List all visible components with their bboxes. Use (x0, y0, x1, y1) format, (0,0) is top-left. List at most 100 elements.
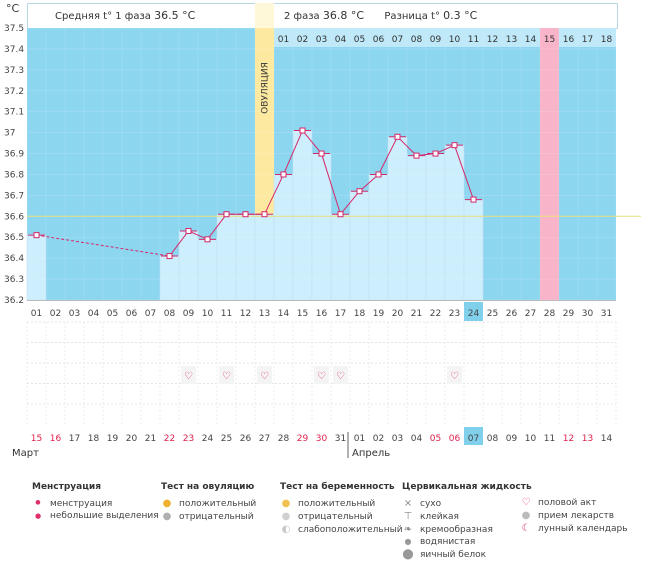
calendar-date-label: 01 (354, 434, 365, 444)
temp-line-segment (283, 130, 303, 175)
legend-menstruation-title: Менструация (32, 482, 101, 492)
temp-bar (159, 255, 180, 301)
legend-menstruation: Менструация ⚫ менструация ● небольшие выде… (32, 482, 159, 521)
temp-line-segment (378, 136, 398, 175)
phase1-value: 36.5 °C (154, 9, 196, 22)
phase2-day-label: 12 (487, 35, 498, 45)
temp-point (204, 236, 211, 243)
phase1-label: Средняя t° 1 фаза (55, 11, 151, 22)
cycle-day-label: 22 (430, 309, 441, 319)
cycle-day-label: 20 (392, 309, 404, 319)
legend-ovulation-test-title: Тест на овуляцию (161, 482, 255, 492)
temp-point (470, 196, 477, 203)
heart-cell (333, 366, 348, 384)
phase2-day-label: 06 (373, 35, 385, 45)
heart-cell (447, 366, 462, 384)
calendar-date-label: 11 (544, 434, 555, 444)
temp-line-segment (302, 130, 322, 154)
y-tick-label: 36.5 (4, 233, 24, 243)
cycle-day-label: 14 (278, 309, 290, 319)
temp-bar (463, 199, 484, 301)
phase2-day-label: 01 (278, 35, 289, 45)
y-tick-label: 37.1 (4, 108, 24, 118)
phase2-day-label: 11 (468, 35, 479, 45)
y-tick-label: 36.8 (4, 170, 24, 180)
calendar-date-label: 23 (183, 434, 194, 444)
month-label-april: Апрель (352, 448, 390, 459)
y-tick-label: 36.4 (4, 254, 24, 264)
temp-point (280, 171, 287, 178)
temp-line-segment (264, 174, 284, 215)
temp-point (242, 211, 249, 218)
y-tick-label: 37.2 (4, 87, 24, 97)
celsius-unit-label: °C (6, 2, 20, 15)
legend-spotting-item: ● небольшие выделения (32, 511, 159, 521)
temp-bar (197, 239, 218, 301)
calendar-date-label: 16 (50, 434, 62, 444)
ovulation-label: ОВУЛЯЦИЯ (261, 62, 271, 114)
pregtest-negative-icon: ● (281, 511, 291, 522)
calendar-date-label: 20 (126, 434, 138, 444)
temp-bar (292, 130, 313, 301)
calendar-date-label: 13 (582, 434, 593, 444)
cycle-day-label: 04 (88, 309, 100, 319)
legend-ovtest-negative: ● отрицательный (162, 511, 254, 522)
calendar-date-label: 14 (601, 434, 613, 444)
cycle-day-label: 10 (202, 309, 214, 319)
temp-point (356, 188, 363, 195)
temp-point (166, 253, 173, 260)
temp-point (261, 211, 268, 218)
pill-icon: ● (521, 510, 531, 521)
cycle-day-label: 01 (31, 309, 42, 319)
highlight-column (540, 28, 559, 300)
moon-icon: ☾ (521, 523, 531, 534)
y-tick-label: 37.3 (4, 66, 24, 76)
phase2-day-label: 04 (335, 35, 347, 45)
cycle-day-label: 21 (411, 309, 422, 319)
cycle-day-label: 02 (50, 309, 61, 319)
temp-bar (26, 234, 47, 301)
calendar-date-label: 18 (88, 434, 100, 444)
heart-icon: ♡ (222, 371, 231, 382)
phase2-day-label: 02 (297, 35, 308, 45)
temp-line-segment (188, 230, 208, 240)
phase2-day-label: 10 (449, 35, 461, 45)
y-tick-label: 37 (4, 129, 15, 139)
calendar-date-label: 10 (525, 434, 537, 444)
temp-line-dashed (36, 234, 170, 257)
temp-bar (254, 213, 275, 301)
calendar-date-label: 26 (240, 434, 252, 444)
cycle-day-label: 25 (487, 309, 498, 319)
temp-point (413, 152, 420, 159)
phase2-day-label: 18 (601, 35, 613, 45)
legend-ovulation-test: Тест на овуляцию ● положительный ● отрицат… (161, 482, 256, 522)
legend-moon: ☾ лунный календарь (521, 523, 628, 534)
phase1-summary: Средняя t° 1 фаза 36.5 °C (55, 9, 195, 22)
legend-cervical-title: Цервикальная жидкость (402, 482, 532, 492)
calendar-date-label: 06 (449, 434, 461, 444)
phase2-summary: 2 фаза 36.8 °C Разница t° 0.3 °C (284, 9, 477, 22)
temp-point (451, 142, 458, 149)
cycle-day-label: 03 (69, 309, 80, 319)
temp-bar (444, 144, 465, 301)
temp-line-segment (169, 230, 189, 257)
temp-point (375, 171, 382, 178)
today-date-cell (464, 427, 483, 445)
cross-icon: × (403, 498, 413, 509)
pregtest-weak-icon: ◐ (281, 524, 291, 535)
phase2-day-label: 03 (316, 35, 327, 45)
cycle-day-label: 27 (525, 309, 536, 319)
phase2-day-label: 16 (563, 35, 575, 45)
phase2-value: 36.8 °C (322, 9, 365, 22)
temp-bar (330, 213, 351, 301)
cycle-day-label: 05 (107, 309, 118, 319)
heart-icon: ♡ (184, 371, 193, 382)
difference-label: Разница t° (384, 11, 440, 22)
temp-point (432, 150, 439, 157)
calendar-date-label: 02 (373, 434, 384, 444)
temp-point (33, 232, 40, 239)
y-tick-label: 36.6 (4, 212, 24, 222)
heart-icon: ♡ (336, 371, 345, 382)
calendar-date-label: 29 (297, 434, 309, 444)
cycle-day-label: 08 (164, 309, 176, 319)
